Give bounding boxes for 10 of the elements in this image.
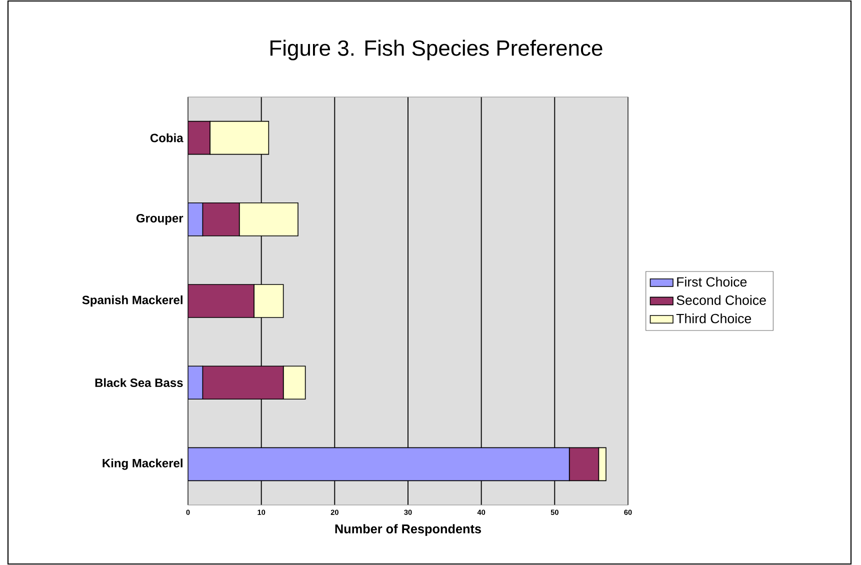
y-tick-label: Black Sea Bass (95, 378, 183, 388)
legend-label: Third Choice (676, 314, 752, 324)
y-tick-label: Cobia (150, 133, 184, 142)
y-tick-label: Spanish Mackerel (82, 295, 182, 307)
legend-label: Second Choice (676, 295, 766, 305)
legend-label: First Choice (677, 276, 747, 287)
chart-title: Figure 3. Fish Species Preference (270, 40, 602, 60)
x-axis-title: Number of Respondents (335, 524, 482, 536)
y-tick-label: King Mackerel (102, 458, 182, 470)
y-tick-label: Grouper (136, 214, 184, 225)
